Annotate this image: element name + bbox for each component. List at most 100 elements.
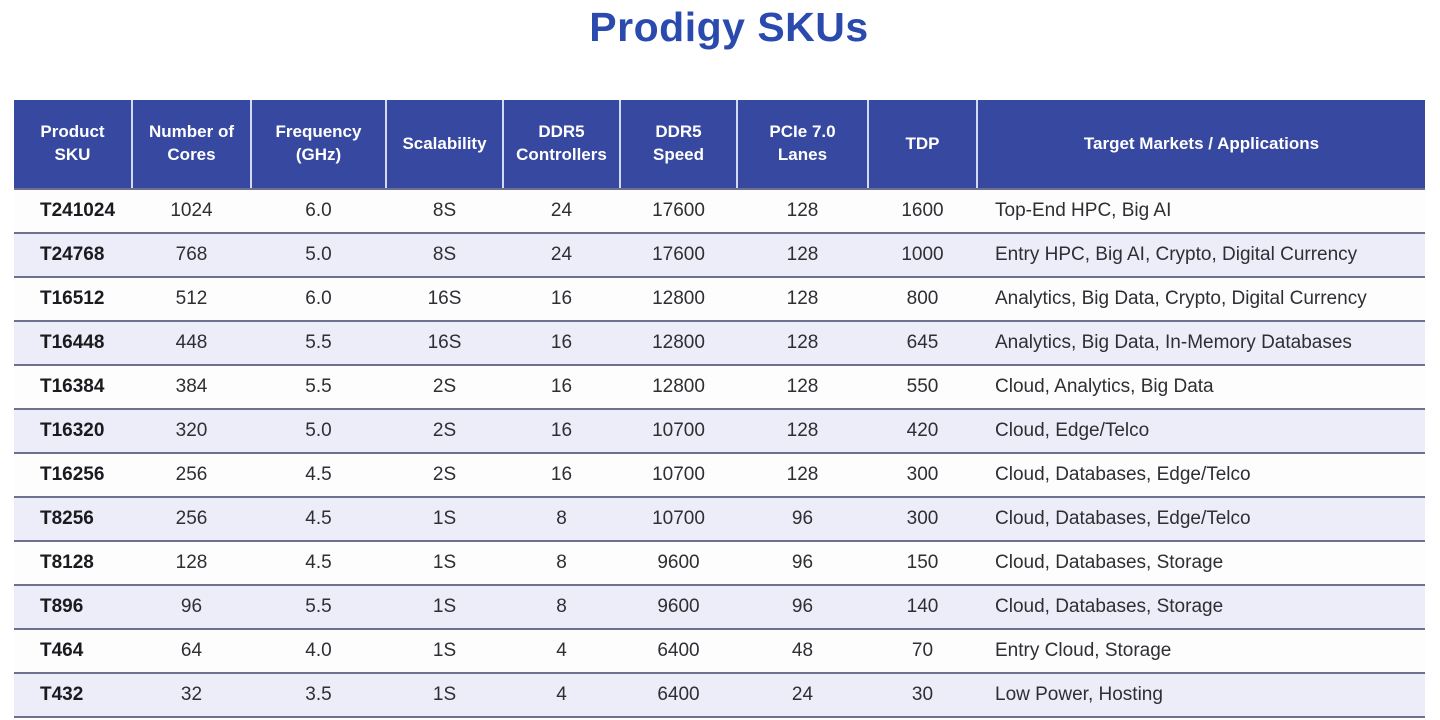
sku-table: Product SKU Number of Cores Frequency (GHz…: [14, 100, 1425, 718]
column-header-5: DDR5 Speed: [620, 100, 738, 190]
table-body: T241024 1024 6.0 8S 24 17600 128 1600 Top-End HP…: [14, 189, 1425, 718]
table-cell: T896: [14, 585, 132, 630]
table-cell: 16: [503, 365, 620, 410]
table-cell: 420: [868, 409, 977, 454]
table-cell: 12800: [620, 321, 737, 366]
table-row: T16320 320 5.0 2S 16 10700 128 420 Cloud, Edge/T…: [14, 409, 1425, 454]
table-cell: 70: [868, 629, 977, 674]
table-cell: 4.5: [251, 453, 386, 498]
table-cell: 2S: [386, 365, 503, 410]
table-cell: 1S: [386, 673, 503, 718]
table-cell: 8: [503, 497, 620, 542]
column-header-4: DDR5 Controllers: [503, 100, 621, 190]
table-cell: 8: [503, 541, 620, 586]
table-cell: T241024: [14, 189, 132, 234]
table-cell: Cloud, Databases, Edge/Telco: [977, 497, 1425, 542]
table-cell: 96: [737, 585, 868, 630]
table-cell: 1S: [386, 497, 503, 542]
table-cell: 4: [503, 629, 620, 674]
table-row: T896 96 5.5 1S 8 9600 96 140 Cloud, Databases, S…: [14, 585, 1425, 630]
table-cell: Cloud, Edge/Telco: [977, 409, 1425, 454]
table-row: T464 64 4.0 1S 4 6400 48 70 Entry Cloud, Storage: [14, 629, 1425, 674]
table-cell: 1600: [868, 189, 977, 234]
table-cell: 5.5: [251, 321, 386, 366]
table-cell: 16: [503, 409, 620, 454]
table-cell: 645: [868, 321, 977, 366]
table-cell: 800: [868, 277, 977, 322]
table-cell: 4: [503, 673, 620, 718]
table-cell: 24: [503, 233, 620, 278]
table-cell: 128: [737, 189, 868, 234]
table-row: T432 32 3.5 1S 4 6400 24 30 Low Power, Hosting: [14, 673, 1425, 718]
column-header-0: Product SKU: [14, 100, 133, 190]
table-cell: 128: [737, 321, 868, 366]
table-cell: 12800: [620, 365, 737, 410]
table-header-row: Product SKU Number of Cores Frequency (GHz…: [14, 100, 1425, 190]
table-cell: T16384: [14, 365, 132, 410]
table-cell: 96: [132, 585, 251, 630]
table-cell: 5.0: [251, 409, 386, 454]
table-cell: 128: [737, 409, 868, 454]
table-cell: 6400: [620, 673, 737, 718]
table-cell: T432: [14, 673, 132, 718]
table-cell: 2S: [386, 409, 503, 454]
table-cell: 17600: [620, 189, 737, 234]
table-cell: 9600: [620, 585, 737, 630]
column-header-3: Scalability: [386, 100, 504, 190]
table-cell: 4.5: [251, 541, 386, 586]
table-cell: 5.5: [251, 365, 386, 410]
table-cell: 128: [737, 453, 868, 498]
table-cell: 8S: [386, 189, 503, 234]
column-header-1: Number of Cores: [132, 100, 252, 190]
column-header-2: Frequency (GHz): [251, 100, 387, 190]
table-cell: 2S: [386, 453, 503, 498]
table-cell: T16320: [14, 409, 132, 454]
table-cell: 140: [868, 585, 977, 630]
table-cell: 128: [737, 277, 868, 322]
table-cell: 1000: [868, 233, 977, 278]
table-cell: 300: [868, 497, 977, 542]
table-cell: 256: [132, 453, 251, 498]
column-header-6: PCIe 7.0 Lanes: [737, 100, 869, 190]
table-cell: 128: [737, 233, 868, 278]
table-cell: 32: [132, 673, 251, 718]
table-cell: 96: [737, 541, 868, 586]
table-row: T16448 448 5.5 16S 16 12800 128 645 Analytics, B…: [14, 321, 1425, 366]
table-cell: 16: [503, 453, 620, 498]
table-cell: 384: [132, 365, 251, 410]
table-cell: 24: [503, 189, 620, 234]
table-row: T8128 128 4.5 1S 8 9600 96 150 Cloud, Databases,…: [14, 541, 1425, 586]
table-cell: 8: [503, 585, 620, 630]
table-cell: Cloud, Analytics, Big Data: [977, 365, 1425, 410]
table-cell: 1S: [386, 585, 503, 630]
table-cell: Analytics, Big Data, In-Memory Databases: [977, 321, 1425, 366]
table-cell: 150: [868, 541, 977, 586]
table-cell: 8S: [386, 233, 503, 278]
table-cell: 448: [132, 321, 251, 366]
table-cell: T16512: [14, 277, 132, 322]
table-row: T24768 768 5.0 8S 24 17600 128 1000 Entry HPC, B…: [14, 233, 1425, 278]
table-cell: 6.0: [251, 277, 386, 322]
table-cell: 5.5: [251, 585, 386, 630]
table-cell: 1024: [132, 189, 251, 234]
table-cell: Entry Cloud, Storage: [977, 629, 1425, 674]
table-cell: 96: [737, 497, 868, 542]
table-cell: 1S: [386, 541, 503, 586]
table-cell: 128: [132, 541, 251, 586]
table-cell: 256: [132, 497, 251, 542]
table-row: T241024 1024 6.0 8S 24 17600 128 1600 Top-End HP…: [14, 189, 1425, 234]
table-cell: 300: [868, 453, 977, 498]
table-cell: 64: [132, 629, 251, 674]
table-cell: Top-End HPC, Big AI: [977, 189, 1425, 234]
table-cell: 128: [737, 365, 868, 410]
table-cell: 16S: [386, 277, 503, 322]
table-cell: 5.0: [251, 233, 386, 278]
table-cell: 550: [868, 365, 977, 410]
table-cell: 10700: [620, 453, 737, 498]
table-cell: T16256: [14, 453, 132, 498]
column-header-8: Target Markets / Applications: [977, 100, 1425, 190]
table-header: Product SKU Number of Cores Frequency (GHz…: [14, 100, 1425, 190]
table-row: T16512 512 6.0 16S 16 12800 128 800 Analytics, B…: [14, 277, 1425, 322]
table-cell: 4.0: [251, 629, 386, 674]
table-cell: 768: [132, 233, 251, 278]
